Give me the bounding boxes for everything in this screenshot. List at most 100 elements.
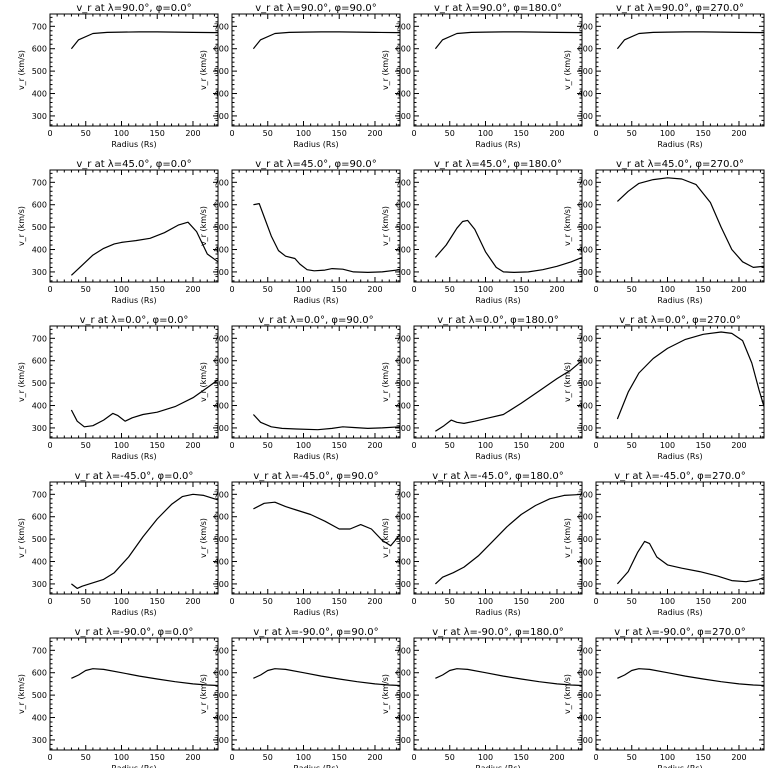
y-tick-label: 700 — [32, 22, 47, 31]
y-tick-label: 400 — [578, 714, 593, 723]
x-axis-label: Radius (Rs) — [657, 296, 702, 305]
x-tick-label: 200 — [185, 441, 200, 450]
panel-title: v_r at λ=-45.0°, φ=270.0° — [614, 471, 746, 482]
y-tick-label: 700 — [578, 646, 593, 655]
series-line — [253, 501, 401, 547]
panel-5: v_r at λ=45.0°, φ=90.0° 0 50 100 150 200 300 40… — [199, 159, 401, 305]
x-tick-label: 200 — [367, 441, 382, 450]
series-line — [434, 493, 583, 585]
y-axis-label: v_r (km/s) — [199, 518, 208, 558]
x-tick-label: 150 — [696, 441, 711, 450]
x-axis-label: Radius (Rs) — [657, 140, 702, 149]
plot-frame — [231, 169, 401, 283]
y-tick-label: 400 — [32, 246, 47, 255]
y-tick-label: 300 — [32, 736, 47, 745]
x-tick-label: 200 — [367, 597, 382, 606]
plot-frame — [595, 637, 765, 751]
y-tick-label: 600 — [396, 357, 411, 366]
y-tick-label: 700 — [214, 22, 229, 31]
x-tick-label: 200 — [731, 597, 746, 606]
y-axis-label: v_r (km/s) — [17, 206, 26, 246]
panel-19: v_r at λ=-90.0°, φ=270.0° 0 50 100 150 200 300… — [563, 627, 765, 768]
x-axis-label: Radius (Rs) — [475, 764, 520, 768]
x-tick-label: 150 — [332, 129, 347, 138]
y-tick-label: 300 — [578, 580, 593, 589]
x-tick-label: 50 — [627, 285, 637, 294]
x-tick-label: 50 — [627, 441, 637, 450]
x-tick-label: 0 — [411, 441, 416, 450]
y-tick-label: 400 — [214, 90, 229, 99]
panel-7: v_r at λ=45.0°, φ=270.0° 0 50 100 150 200 300 4… — [563, 159, 765, 305]
plot-frame — [231, 13, 401, 127]
x-tick-label: 100 — [660, 753, 675, 762]
x-tick-label: 150 — [514, 285, 529, 294]
y-tick-label: 300 — [578, 112, 593, 121]
x-tick-label: 200 — [731, 129, 746, 138]
y-axis-label: v_r (km/s) — [17, 362, 26, 402]
plot-frame — [413, 637, 583, 751]
y-axis-label: v_r (km/s) — [381, 50, 390, 90]
panel-title: v_r at λ=0.0°, φ=0.0° — [80, 315, 189, 326]
y-tick-label: 300 — [214, 736, 229, 745]
x-tick-label: 0 — [593, 597, 598, 606]
y-tick-label: 400 — [32, 402, 47, 411]
series-line — [434, 31, 583, 50]
y-tick-label: 600 — [32, 669, 47, 678]
x-tick-label: 0 — [47, 129, 52, 138]
x-tick-label: 0 — [47, 441, 52, 450]
x-tick-label: 150 — [696, 285, 711, 294]
y-tick-label: 700 — [396, 334, 411, 343]
x-tick-label: 0 — [47, 753, 52, 762]
x-axis-label: Radius (Rs) — [293, 764, 338, 768]
y-axis-label: v_r (km/s) — [563, 518, 572, 558]
panel-1: v_r at λ=90.0°, φ=90.0° 0 50 100 150 200 300 40… — [199, 3, 401, 149]
y-tick-label: 700 — [578, 178, 593, 187]
x-tick-label: 0 — [593, 753, 598, 762]
x-tick-label: 200 — [731, 441, 746, 450]
y-tick-label: 500 — [578, 379, 593, 388]
x-tick-label: 150 — [514, 753, 529, 762]
x-tick-label: 100 — [296, 129, 311, 138]
x-tick-label: 200 — [549, 285, 564, 294]
x-axis-label: Radius (Rs) — [111, 764, 156, 768]
y-tick-label: 600 — [578, 357, 593, 366]
plot-frame — [49, 325, 219, 439]
series-line — [71, 493, 219, 590]
y-tick-label: 700 — [32, 178, 47, 187]
x-tick-label: 150 — [150, 285, 165, 294]
series-line — [616, 540, 765, 585]
y-tick-label: 600 — [32, 357, 47, 366]
y-axis-label: v_r (km/s) — [381, 518, 390, 558]
y-tick-label: 600 — [396, 201, 411, 210]
y-tick-label: 700 — [578, 334, 593, 343]
series-line — [70, 31, 219, 50]
y-axis-label: v_r (km/s) — [17, 518, 26, 558]
y-tick-label: 700 — [578, 22, 593, 31]
y-tick-label: 400 — [396, 402, 411, 411]
y-tick-label: 400 — [396, 714, 411, 723]
y-tick-label: 400 — [32, 90, 47, 99]
x-tick-label: 200 — [549, 129, 564, 138]
panel-9: v_r at λ=0.0°, φ=90.0° 0 50 100 150 200 300 400… — [199, 315, 401, 461]
x-tick-label: 0 — [593, 129, 598, 138]
panel-12: v_r at λ=-45.0°, φ=0.0° 0 50 100 150 200 300 40… — [17, 471, 219, 617]
plot-frame — [231, 481, 401, 595]
panel-2: v_r at λ=90.0°, φ=180.0° 0 50 100 150 200 300 4… — [381, 3, 583, 149]
y-tick-label: 500 — [214, 223, 229, 232]
y-tick-label: 700 — [32, 490, 47, 499]
series-line — [252, 414, 401, 431]
y-tick-label: 700 — [32, 334, 47, 343]
y-tick-label: 600 — [396, 669, 411, 678]
plot-frame — [595, 481, 765, 595]
panel-title: v_r at λ=-45.0°, φ=0.0° — [75, 471, 194, 482]
x-tick-label: 200 — [367, 753, 382, 762]
y-tick-label: 300 — [396, 580, 411, 589]
x-tick-label: 150 — [514, 441, 529, 450]
y-tick-label: 500 — [32, 535, 47, 544]
y-tick-label: 400 — [578, 558, 593, 567]
panel-14: v_r at λ=-45.0°, φ=180.0° 0 50 100 150 200 300… — [381, 471, 583, 617]
x-tick-label: 0 — [47, 285, 52, 294]
y-tick-label: 500 — [578, 691, 593, 700]
x-tick-label: 0 — [229, 129, 234, 138]
y-tick-label: 400 — [214, 402, 229, 411]
